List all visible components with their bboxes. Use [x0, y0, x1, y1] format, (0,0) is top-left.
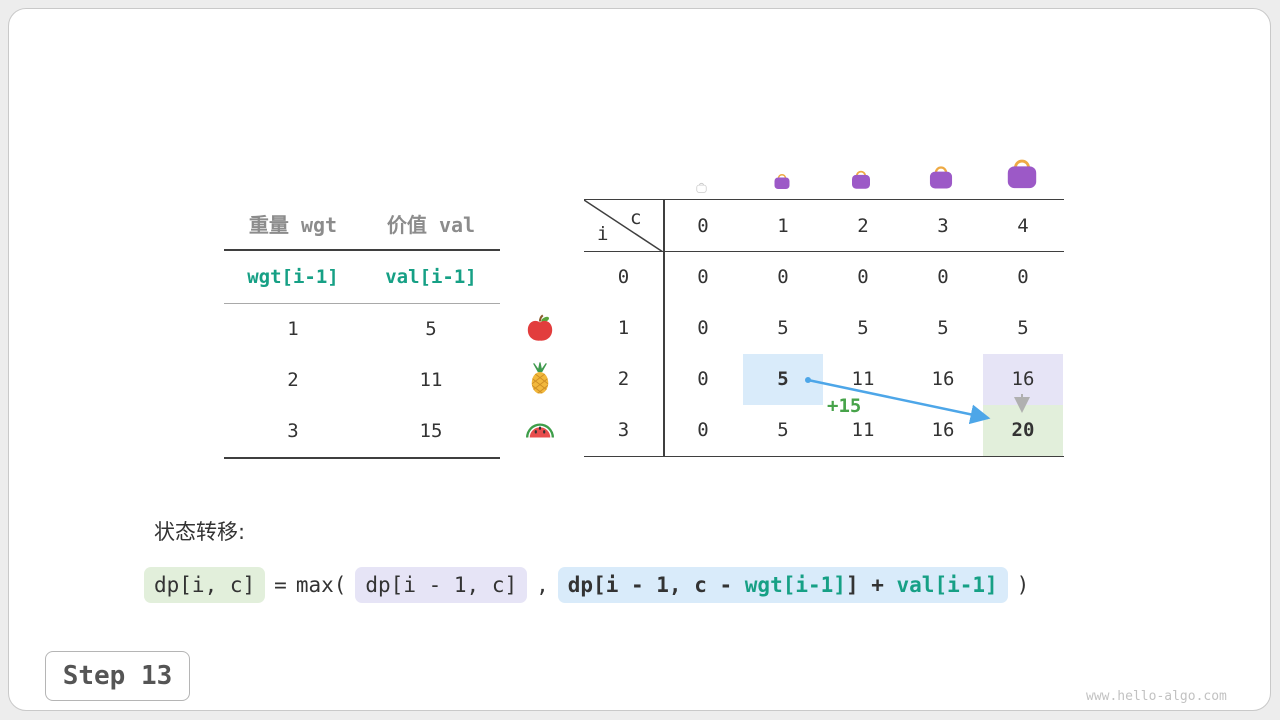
formula-arg2-wgt: wgt[i-1]	[744, 573, 846, 597]
dp-cell-r1-c4: 5	[1017, 317, 1029, 339]
dp-row-variable: i	[597, 223, 609, 245]
dp-row-label-2: 2	[617, 368, 630, 390]
dp-row-3: 3 0 5 11 16 20	[584, 405, 1064, 456]
item-row-3: 3 15	[224, 406, 500, 457]
item-3-weight: 3	[287, 420, 299, 442]
state-transition-heading: 状态转移:	[154, 520, 246, 544]
dp-cell-r1-c3: 5	[937, 317, 949, 339]
formula-arg2-val: val[i-1]	[896, 573, 998, 597]
dp-col-header-4: 4	[1017, 215, 1029, 237]
divider	[224, 457, 500, 459]
formula-close-paren: )	[1016, 573, 1030, 597]
weight-column-header: 重量 wgt	[248, 213, 338, 237]
value-column-header: 价值 val	[386, 213, 476, 237]
formula-equals: =	[274, 573, 287, 597]
dp-col-variable: c	[630, 207, 642, 229]
items-table-code-row: wgt[i-1] val[i-1]	[224, 251, 500, 303]
formula-arg1-chip: dp[i - 1, c]	[355, 567, 528, 603]
item-2-value: 11	[419, 369, 443, 391]
val-code-label: val[i-1]	[385, 266, 477, 288]
dp-cell-r3-c2: 11	[851, 419, 875, 441]
bag-icon-capacity-1	[772, 171, 792, 194]
items-table-header: 重量 wgt 价值 val	[224, 201, 500, 249]
pineapple-icon	[527, 361, 553, 400]
diagonal-line	[584, 200, 663, 252]
item-2-weight: 2	[287, 369, 299, 391]
item-1-weight: 1	[287, 318, 299, 340]
step-badge: Step 13	[45, 651, 190, 701]
dp-header-row: c i 0 1 2 3 4	[584, 200, 1064, 252]
dp-row-1: 1 0 5 5 5 5	[584, 303, 1064, 354]
item-3-value: 15	[419, 420, 443, 442]
dp-cell-r3-c0: 0	[697, 419, 709, 441]
dp-row-label-3: 3	[617, 419, 630, 441]
divider	[224, 303, 500, 304]
dp-cell-r0-c2: 0	[857, 266, 869, 288]
dp-col-header-1: 1	[777, 215, 789, 237]
dp-cell-r2-c0: 0	[697, 368, 709, 390]
formula-max-open: max(	[295, 573, 347, 597]
bag-icon-capacity-2	[849, 167, 873, 194]
dp-col-header-0: 0	[697, 215, 709, 237]
wgt-code-label: wgt[i-1]	[247, 266, 339, 288]
dp-row-2: 2 0 5 11 16 16	[584, 354, 1064, 405]
bag-icon-capacity-4	[1003, 154, 1041, 194]
formula-comma: ,	[536, 573, 549, 597]
dp-row-label-0: 0	[617, 266, 630, 288]
watermark: www.hello-algo.com	[1086, 689, 1227, 704]
formula-arg2-mid: ] +	[845, 573, 897, 597]
dp-col-header-3: 3	[937, 215, 949, 237]
dp-col-header-2: 2	[857, 215, 869, 237]
formula-lhs-chip: dp[i, c]	[144, 567, 266, 603]
bag-icon-capacity-3	[926, 162, 956, 194]
dp-table: c i 0 1 2 3 4 0 0 0 0 0 0 1 0 5 5 5 5 2	[584, 199, 1064, 457]
state-transition-formula: dp[i, c] = max( dp[i - 1, c] , dp[i - 1,…	[144, 567, 1029, 603]
dp-cell-r3-c3: 16	[931, 419, 955, 441]
dp-row-label-1: 1	[617, 317, 630, 339]
dp-cell-r0-c3: 0	[937, 266, 949, 288]
items-table: 重量 wgt 价值 val wgt[i-1] val[i-1] 1 5 2 11…	[224, 201, 500, 459]
dp-cell-r1-c2: 5	[857, 317, 869, 339]
dp-cell-r3-c4-result-highlight: 20	[983, 405, 1063, 456]
arrow-gain-label: +15	[827, 395, 862, 417]
dp-corner-cell: c i	[584, 200, 663, 252]
dp-cell-r2-c1-source-highlight: 5	[743, 354, 823, 405]
dp-cell-r1-c0: 0	[697, 317, 709, 339]
dp-cell-r0-c0: 0	[697, 266, 709, 288]
dp-cell-r0-c4: 0	[1017, 266, 1029, 288]
dp-cell-r2-c4-prev-highlight: 16	[983, 354, 1063, 405]
dp-row-0: 0 0 0 0 0 0	[584, 252, 1064, 303]
dp-cell-r1-c1: 5	[777, 317, 789, 339]
item-row-2: 2 11	[224, 355, 500, 406]
bag-icon-capacity-0	[695, 178, 708, 197]
formula-arg2-prefix: dp[i - 1, c -	[567, 573, 745, 597]
item-1-value: 5	[425, 318, 437, 340]
dp-cell-r2-c3: 16	[931, 368, 955, 390]
dp-table-vertical-line	[663, 200, 665, 456]
watermelon-icon	[524, 416, 556, 448]
dp-cell-r0-c1: 0	[777, 266, 789, 288]
dp-cell-r3-c1: 5	[777, 419, 789, 441]
formula-arg2-chip: dp[i - 1, c - wgt[i-1]] + val[i-1]	[557, 567, 1008, 603]
apple-icon	[525, 313, 555, 347]
item-row-1: 1 5	[224, 304, 500, 355]
divider	[224, 249, 500, 251]
figure-card: 重量 wgt 价值 val wgt[i-1] val[i-1] 1 5 2 11…	[8, 8, 1271, 711]
